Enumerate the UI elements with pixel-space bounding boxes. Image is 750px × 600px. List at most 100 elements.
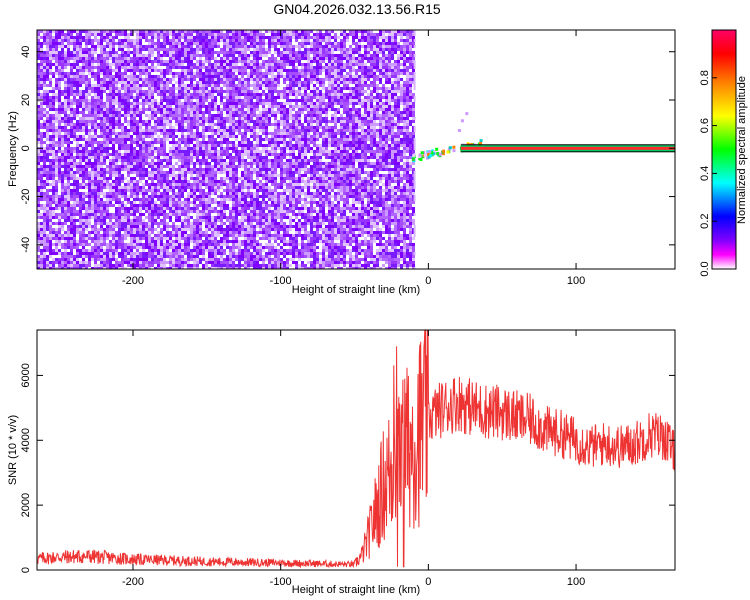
heatmap-cell [58, 243, 61, 246]
heatmap-cell [100, 93, 103, 96]
heatmap-cell [58, 69, 61, 72]
heatmap-cell [40, 102, 43, 105]
heatmap-cell [241, 120, 244, 123]
heatmap-cell [127, 39, 130, 42]
heatmap-cell [172, 132, 175, 135]
heatmap-cell [115, 192, 118, 195]
heatmap-cell [220, 102, 223, 105]
heatmap-cell [145, 63, 148, 66]
heatmap-cell [106, 222, 109, 225]
heatmap-cell [46, 177, 49, 180]
heatmap-cell [73, 204, 76, 207]
heatmap-cell [73, 36, 76, 39]
heatmap-cell [37, 168, 40, 171]
heatmap-cell [139, 240, 142, 243]
heatmap-cell [133, 69, 136, 72]
heatmap-cell [139, 225, 142, 228]
heatmap-cell [64, 120, 67, 123]
heatmap-cell [172, 204, 175, 207]
heatmap-cell [124, 147, 127, 150]
heatmap-cell [181, 252, 184, 255]
heatmap-cell [43, 66, 46, 69]
heatmap-cell [220, 48, 223, 51]
heatmap-cell [115, 258, 118, 261]
heatmap-cell [148, 237, 151, 240]
heatmap-cell [157, 222, 160, 225]
heatmap-cell [112, 96, 115, 99]
heatmap-cell [184, 150, 187, 153]
heatmap-cell [136, 123, 139, 126]
heatmap-cell [85, 123, 88, 126]
heatmap-cell [121, 213, 124, 216]
heatmap-cell [112, 150, 115, 153]
heatmap-cell [133, 90, 136, 93]
heatmap-cell [178, 45, 181, 48]
heatmap-cell [97, 165, 100, 168]
heatmap-cell [196, 189, 199, 192]
heatmap-cell [235, 264, 238, 267]
heatmap-cell [196, 162, 199, 165]
heatmap-cell [229, 48, 232, 51]
heatmap-cell [121, 165, 124, 168]
heatmap-cell [76, 39, 79, 42]
heatmap-cell [139, 114, 142, 117]
heatmap-cell [55, 153, 58, 156]
heatmap-cell [67, 63, 70, 66]
heatmap-cell [40, 165, 43, 168]
heatmap-cell [154, 255, 157, 258]
heatmap-cell [88, 69, 91, 72]
heatmap-cell [55, 48, 58, 51]
heatmap-cell [157, 108, 160, 111]
heatmap-cell [121, 216, 124, 219]
heatmap-cell [40, 87, 43, 90]
heatmap-cell [76, 57, 79, 60]
heatmap-cell [232, 156, 235, 159]
heatmap-cell [202, 93, 205, 96]
heatmap-cell [88, 111, 91, 114]
heatmap-cell [100, 222, 103, 225]
heatmap-cell [172, 156, 175, 159]
heatmap-cell [85, 171, 88, 174]
heatmap-cell [76, 210, 79, 213]
heatmap-cell [142, 96, 145, 99]
heatmap-cell [91, 33, 94, 36]
heatmap-cell [157, 90, 160, 93]
heatmap-cell [244, 105, 247, 108]
heatmap-cell [79, 84, 82, 87]
heatmap-cell [190, 138, 193, 141]
heatmap-cell [46, 168, 49, 171]
heatmap-cell [214, 57, 217, 60]
heatmap-cell [103, 48, 106, 51]
heatmap-cell [205, 30, 208, 33]
heatmap-cell [58, 120, 61, 123]
heatmap-cell [136, 39, 139, 42]
heatmap-cell [46, 234, 49, 237]
heatmap-cell [181, 168, 184, 171]
heatmap-cell [109, 81, 112, 84]
heatmap-cell [109, 177, 112, 180]
heatmap-cell [244, 183, 247, 186]
heatmap-cell [139, 51, 142, 54]
heatmap-cell [220, 30, 223, 33]
heatmap-cell [199, 171, 202, 174]
heatmap-cell [142, 78, 145, 81]
heatmap-cell [76, 78, 79, 81]
heatmap-cell [154, 216, 157, 219]
heatmap-cell [175, 81, 178, 84]
heatmap-cell [55, 195, 58, 198]
heatmap-cell [229, 174, 232, 177]
heatmap-cell [43, 267, 46, 269]
heatmap-cell [220, 201, 223, 204]
heatmap-cell [196, 261, 199, 264]
heatmap-cell [43, 135, 46, 138]
heatmap-cell [100, 201, 103, 204]
heatmap-cell [205, 48, 208, 51]
heatmap-cell [166, 201, 169, 204]
heatmap-cell [103, 138, 106, 141]
heatmap-cell [109, 114, 112, 117]
heatmap-cell [97, 63, 100, 66]
heatmap-cell [139, 54, 142, 57]
heatmap-cell [247, 30, 250, 33]
heatmap-cell [187, 210, 190, 213]
heatmap-cell [175, 219, 178, 222]
